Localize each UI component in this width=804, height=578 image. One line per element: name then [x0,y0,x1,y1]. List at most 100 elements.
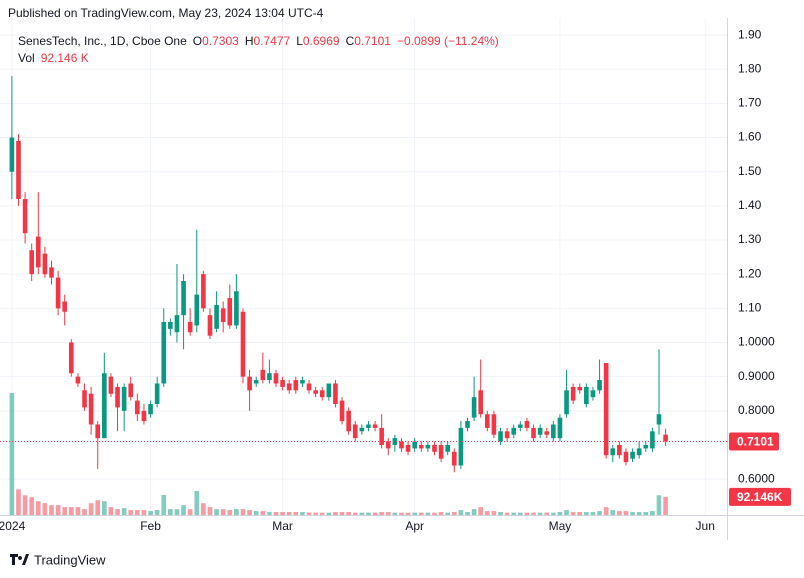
candle-body [9,137,15,172]
y-tick-label: 1.70 [738,96,762,110]
volume-bar [603,507,609,515]
candle-body [95,424,101,439]
candle-body [247,376,252,391]
volume-bar [663,496,668,515]
candle-body [511,427,517,435]
candle-body [108,376,114,394]
candle-body [564,390,569,415]
candle-body [399,441,404,449]
volume-bar [478,507,484,515]
volume-bar [491,511,497,515]
volume-bar [425,512,431,515]
volume-bar [584,512,589,515]
volume-bar [227,510,233,515]
volume-bar [128,510,134,515]
candle-body [260,369,266,381]
header: Published on TradingView.com, May 23, 20… [8,6,324,20]
candle-body [504,431,510,439]
candle-body [234,291,239,326]
legend-high: 0.7477 [253,34,290,48]
candle-body [168,322,173,329]
volume-tag [729,487,791,506]
candle-body [524,421,530,428]
candle-body [392,438,398,445]
volume-bar [42,503,48,515]
candle-body [22,199,28,234]
candle-body [623,451,629,463]
candle-body [584,386,589,404]
y-tick-label: 1.30 [738,232,762,246]
candle-body [62,301,68,312]
candle-body [557,417,563,439]
candle-body [352,424,358,439]
candle-body [544,431,550,435]
volume-bar [399,512,404,515]
volume-bar [201,503,206,515]
volume-bar [352,512,358,515]
legend-close: 0.7101 [354,34,391,48]
candle-body [267,373,272,381]
volume-bar [570,512,576,515]
volume-bar [656,495,662,515]
last-price-tag [729,432,779,451]
candle-body [603,362,609,456]
volume-bar [286,512,292,515]
candle-body [300,380,305,384]
volume-bar [518,512,523,515]
candle-body [313,390,318,394]
volume-bar [577,512,583,515]
volume-bar [412,512,417,515]
volume-bar [29,497,35,515]
candle-body [220,308,226,323]
legend-volume: Vol 92.146 K [18,51,89,65]
volume-bar [451,512,457,515]
candle-body [16,140,21,200]
candle-body [445,444,451,452]
volume-tag-label: 92.146K [737,490,783,504]
candle-body [49,267,54,278]
legend-vol-value: 92.146 K [41,51,89,65]
volume-bar [108,507,114,515]
volume-bar [102,501,107,515]
candle-body [379,427,384,445]
volume-bar [88,503,94,515]
candle-body [69,342,74,374]
candle-body [181,281,186,316]
volume-bar [610,510,616,515]
candle-body [227,298,233,326]
candle-body [128,383,134,398]
volume-bar [366,512,371,515]
volume-bar [121,508,127,515]
candle-body [366,424,371,428]
candle-body [135,400,140,415]
volume-bar [194,490,200,515]
candle-body [280,380,285,387]
legend-low: 0.6969 [303,34,340,48]
footer-text: TradingView [34,552,106,567]
candle-body [418,444,424,449]
candle-body [187,322,193,333]
legend-change: −0.0899 (−11.24%) [397,34,499,48]
volume-bar [524,512,530,515]
legend-o: O [193,34,202,48]
volume-bar [214,509,219,515]
candle-body [656,414,662,425]
volume-bar [484,511,490,515]
volume-bar [405,512,411,515]
volume-bar [267,512,272,515]
candle-body [121,386,127,411]
volume-bar [597,511,602,515]
x-tick-label: Mar [272,519,293,533]
axes-layer: 0.6000 0.8000 0.9000 1.0000 1.10 1.20 1.30 1.40… [0,27,791,533]
volume-bar [95,500,101,515]
volume-bar [141,510,147,515]
volume-bar [326,512,332,515]
volume-bar [630,512,635,515]
candle-body [617,444,622,456]
candle-body [484,414,490,428]
volume-bar [617,511,622,515]
candle-body [148,403,153,415]
legend-l: L [296,34,303,48]
volume-bar [234,509,239,515]
